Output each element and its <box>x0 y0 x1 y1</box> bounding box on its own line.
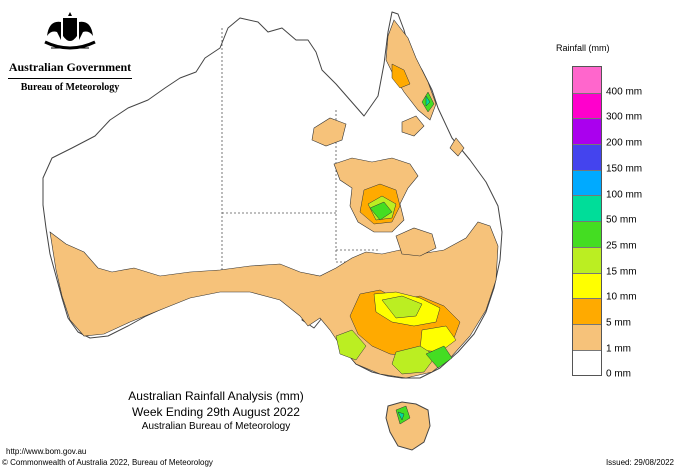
website-link[interactable]: http://www.bom.gov.au <box>6 447 87 456</box>
legend-swatch <box>573 67 601 93</box>
caption-period: Week Ending 29th August 2022 <box>132 405 300 419</box>
legend-swatch <box>573 118 601 145</box>
caption-title: Australian Rainfall Analysis (mm) <box>128 389 304 403</box>
issued-date: Issued: 29/08/2022 <box>605 458 674 467</box>
copyright-text: © Commonwealth of Australia 2022, Bureau… <box>2 458 213 467</box>
map-caption: Australian Rainfall Analysis (mm) Week E… <box>118 388 314 434</box>
legend-swatch <box>573 298 601 324</box>
legend-label: 15 mm <box>606 266 637 278</box>
government-logo-block: Australian Government Bureau of Meteorol… <box>8 10 132 93</box>
legend-swatch <box>573 144 601 170</box>
legend-title: Rainfall (mm) <box>556 43 610 53</box>
legend-swatch <box>573 169 601 196</box>
legend-label: 5 mm <box>606 317 631 329</box>
caption-source: Australian Bureau of Meteorology <box>141 421 291 432</box>
legend-swatch <box>573 195 601 222</box>
coat-of-arms-icon <box>44 12 96 50</box>
legend-label: 400 mm <box>606 86 643 98</box>
government-title: Australian Government <box>8 60 132 79</box>
legend-label: 10 mm <box>606 291 637 303</box>
legend-label: 50 mm <box>606 214 637 226</box>
legend-label: 1 mm <box>606 343 631 355</box>
legend-label: 25 mm <box>606 240 637 252</box>
legend-swatch <box>573 221 601 247</box>
tasmania <box>385 401 431 451</box>
legend-color-bar <box>572 66 602 377</box>
legend-swatch <box>573 272 601 299</box>
legend-label: 200 mm <box>606 137 643 149</box>
legend-label: 150 mm <box>606 163 643 175</box>
rainfall-50mm <box>397 95 431 421</box>
legend-swatch <box>573 246 601 273</box>
legend-label: 300 mm <box>606 111 643 123</box>
legend-swatch <box>573 92 601 119</box>
legend-swatch <box>573 323 601 350</box>
legend-label: 0 mm <box>606 368 631 380</box>
agency-name: Bureau of Meteorology <box>20 82 120 93</box>
legend-swatch <box>573 349 601 376</box>
legend-label: 100 mm <box>606 189 643 200</box>
